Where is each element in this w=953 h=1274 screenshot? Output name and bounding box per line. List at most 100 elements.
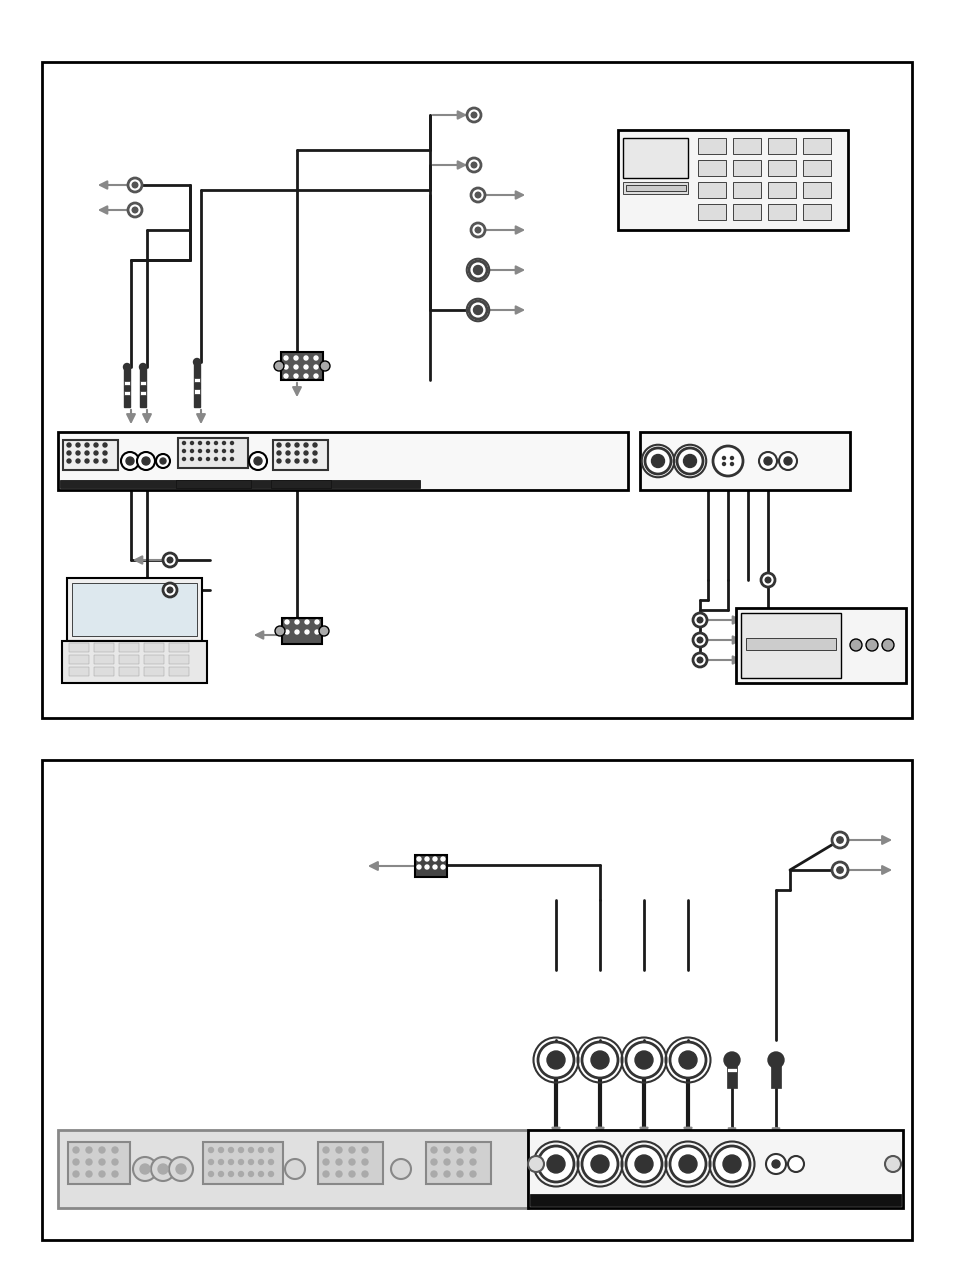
Circle shape — [361, 1171, 368, 1177]
Circle shape — [721, 456, 724, 460]
Circle shape — [126, 457, 133, 465]
Circle shape — [132, 1157, 157, 1181]
Bar — [802, 204, 830, 220]
Circle shape — [268, 1159, 274, 1164]
Circle shape — [723, 1052, 740, 1068]
Bar — [119, 655, 139, 664]
Circle shape — [253, 457, 262, 465]
Circle shape — [335, 1171, 341, 1177]
Circle shape — [682, 455, 696, 468]
Circle shape — [231, 450, 233, 452]
Circle shape — [469, 301, 486, 318]
Circle shape — [836, 837, 842, 843]
Circle shape — [85, 451, 89, 455]
Bar — [69, 668, 89, 676]
Circle shape — [209, 1148, 213, 1153]
Bar — [42, 761, 911, 1240]
Circle shape — [112, 1159, 118, 1164]
Bar — [144, 668, 164, 676]
Circle shape — [304, 443, 308, 447]
Circle shape — [546, 1156, 564, 1173]
Circle shape — [248, 1148, 253, 1153]
Circle shape — [779, 452, 796, 470]
Circle shape — [137, 452, 154, 470]
Circle shape — [73, 1159, 79, 1164]
Circle shape — [669, 1042, 705, 1078]
Circle shape — [222, 450, 225, 452]
Circle shape — [142, 457, 150, 465]
Circle shape — [475, 227, 480, 233]
Circle shape — [318, 626, 329, 636]
Circle shape — [285, 620, 289, 624]
Circle shape — [581, 1147, 618, 1182]
Bar — [124, 391, 130, 395]
Circle shape — [349, 1171, 355, 1177]
Bar — [282, 618, 322, 643]
Circle shape — [443, 1159, 450, 1164]
Circle shape — [276, 443, 281, 447]
Bar — [732, 138, 760, 154]
Circle shape — [214, 450, 217, 452]
Circle shape — [158, 1164, 168, 1175]
Circle shape — [713, 1147, 749, 1182]
Bar — [426, 1142, 491, 1184]
Circle shape — [175, 1164, 186, 1175]
Circle shape — [191, 450, 193, 452]
Circle shape — [99, 1171, 105, 1177]
Bar — [740, 613, 841, 678]
Circle shape — [229, 1159, 233, 1164]
Bar — [698, 161, 725, 176]
Circle shape — [128, 203, 142, 217]
Circle shape — [182, 450, 185, 452]
Circle shape — [475, 192, 480, 197]
Circle shape — [276, 459, 281, 462]
Bar — [639, 432, 849, 490]
Bar — [622, 182, 687, 194]
Circle shape — [76, 451, 80, 455]
Circle shape — [677, 448, 702, 474]
Circle shape — [94, 443, 98, 447]
Circle shape — [767, 1052, 783, 1068]
Circle shape — [73, 1171, 79, 1177]
Circle shape — [456, 1159, 462, 1164]
Circle shape — [783, 457, 791, 465]
Bar — [124, 367, 130, 406]
Circle shape — [132, 208, 137, 213]
Bar — [625, 185, 685, 191]
Circle shape — [73, 1147, 79, 1153]
Circle shape — [214, 442, 217, 445]
Circle shape — [440, 857, 444, 861]
Circle shape — [238, 1148, 243, 1153]
Circle shape — [443, 1147, 450, 1153]
Circle shape — [294, 364, 297, 369]
Circle shape — [349, 1147, 355, 1153]
Circle shape — [167, 587, 172, 592]
Circle shape — [284, 355, 288, 361]
Circle shape — [323, 1147, 329, 1153]
Circle shape — [590, 1051, 608, 1069]
Circle shape — [787, 1156, 803, 1172]
Circle shape — [294, 375, 297, 378]
Circle shape — [94, 459, 98, 462]
Bar — [530, 1194, 900, 1206]
Circle shape — [198, 457, 201, 460]
Bar — [745, 638, 835, 650]
Circle shape — [268, 1172, 274, 1176]
Circle shape — [103, 443, 107, 447]
Circle shape — [305, 631, 309, 634]
Circle shape — [440, 865, 444, 869]
Bar — [119, 668, 139, 676]
Circle shape — [198, 442, 201, 445]
Bar — [767, 138, 795, 154]
Circle shape — [836, 866, 842, 873]
Bar — [767, 161, 795, 176]
Circle shape — [692, 613, 706, 627]
Circle shape — [314, 375, 317, 378]
Circle shape — [625, 1147, 661, 1182]
Circle shape — [229, 1172, 233, 1176]
Circle shape — [191, 457, 193, 460]
Circle shape — [284, 364, 288, 369]
Circle shape — [163, 553, 177, 567]
Circle shape — [443, 1171, 450, 1177]
Circle shape — [361, 1159, 368, 1164]
